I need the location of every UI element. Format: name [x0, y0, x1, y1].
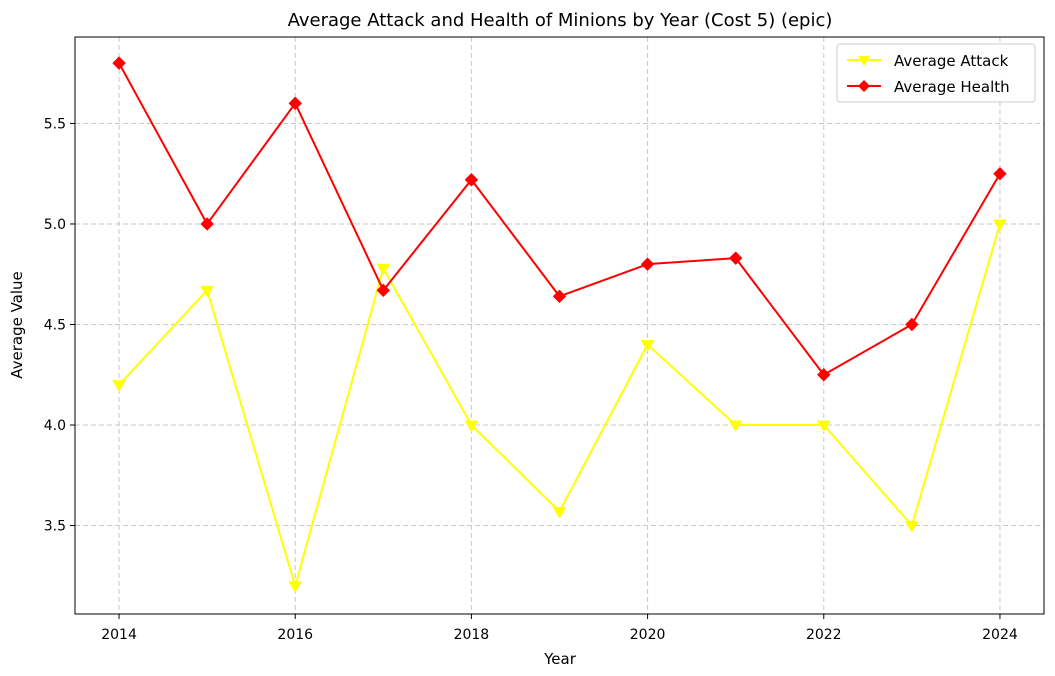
x-tick-label: 2018 — [454, 627, 490, 643]
data-point — [288, 96, 302, 111]
y-axis: 3.5 4.0 4.5 5.0 5.5 — [44, 116, 75, 535]
data-point — [728, 251, 743, 265]
data-point — [376, 283, 391, 298]
legend-marker-attack — [858, 56, 870, 66]
series-average-attack — [112, 219, 1007, 593]
legend-label-attack: Average Attack — [894, 52, 1009, 70]
legend: Average Attack Average Health — [836, 43, 1036, 103]
data-point — [552, 289, 567, 304]
y-tick-label: 4.0 — [44, 418, 66, 434]
data-point — [464, 173, 479, 187]
series-layer — [112, 56, 1007, 593]
series-average-health — [112, 56, 1007, 382]
data-point — [640, 257, 655, 271]
data-point — [288, 581, 303, 593]
data-point — [200, 285, 215, 298]
x-axis-label: Year — [543, 650, 577, 668]
x-tick-label: 2024 — [982, 627, 1018, 643]
chart-title: Average Attack and Health of Minions by … — [288, 10, 833, 31]
plot-frame — [74, 36, 1045, 615]
data-point — [464, 420, 479, 432]
x-tick-label: 2016 — [277, 627, 313, 643]
data-point — [816, 420, 831, 432]
x-tick-label: 2014 — [101, 627, 137, 643]
data-point — [905, 317, 919, 332]
data-point — [112, 380, 126, 392]
x-axis: 2014 2016 2018 2020 2022 2024 — [101, 614, 1018, 643]
data-point — [376, 263, 391, 276]
y-tick-label: 5.5 — [44, 116, 66, 132]
data-point — [200, 217, 214, 231]
legend-box — [836, 43, 1036, 103]
data-point — [817, 368, 831, 382]
y-tick-label: 5.0 — [44, 217, 66, 233]
legend-label-health: Average Health — [894, 78, 1010, 96]
data-point — [728, 420, 743, 432]
y-tick-label: 4.5 — [44, 317, 66, 333]
data-point — [552, 506, 567, 519]
data-point — [640, 340, 655, 352]
data-point — [904, 521, 919, 533]
x-tick-label: 2022 — [806, 627, 842, 643]
data-point — [993, 219, 1007, 231]
data-point — [112, 56, 126, 70]
x-tick-label: 2020 — [630, 627, 666, 643]
grid-lines — [75, 37, 1044, 614]
data-point — [993, 167, 1007, 181]
y-axis-label: Average Value — [8, 271, 26, 379]
legend-marker-health — [858, 80, 870, 92]
y-tick-label: 3.5 — [44, 519, 66, 535]
